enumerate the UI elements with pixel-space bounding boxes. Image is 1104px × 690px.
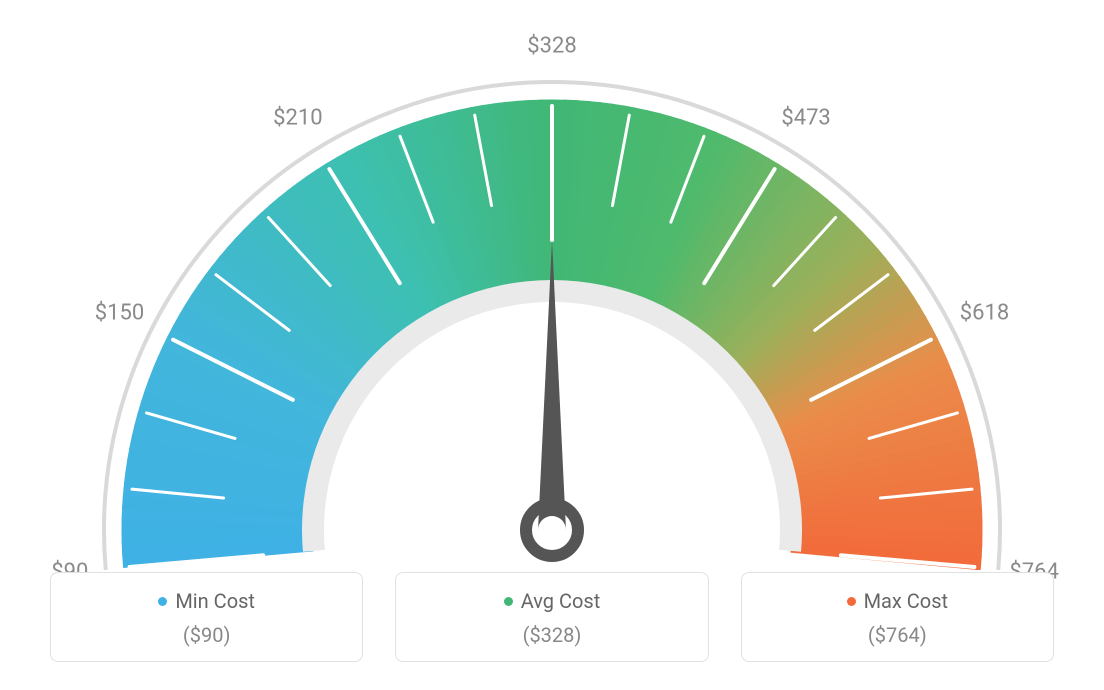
tick-label: $473 — [781, 106, 830, 131]
legend-row: Min Cost ($90) Avg Cost ($328) Max Cost … — [50, 572, 1054, 662]
legend-value-min: ($90) — [63, 623, 350, 647]
dot-icon — [847, 597, 856, 606]
legend-title-min: Min Cost — [158, 589, 255, 613]
dot-icon — [504, 597, 513, 606]
tick-label: $618 — [960, 300, 1009, 325]
legend-card-min: Min Cost ($90) — [50, 572, 363, 662]
legend-value-avg: ($328) — [408, 623, 695, 647]
legend-card-max: Max Cost ($764) — [741, 572, 1054, 662]
cost-gauge: $90$150$210$328$473$618$764 — [0, 10, 1104, 570]
legend-card-avg: Avg Cost ($328) — [395, 572, 708, 662]
legend-title-text: Avg Cost — [521, 589, 601, 613]
legend-title-avg: Avg Cost — [504, 589, 601, 613]
legend-title-max: Max Cost — [847, 589, 949, 613]
legend-title-text: Min Cost — [175, 589, 255, 613]
tick-label: $150 — [95, 300, 144, 325]
tick-label: $328 — [527, 34, 576, 59]
dot-icon — [158, 597, 167, 606]
legend-value-max: ($764) — [754, 623, 1041, 647]
gauge-svg — [0, 10, 1104, 570]
tick-label: $210 — [273, 106, 322, 131]
legend-title-text: Max Cost — [864, 589, 949, 613]
